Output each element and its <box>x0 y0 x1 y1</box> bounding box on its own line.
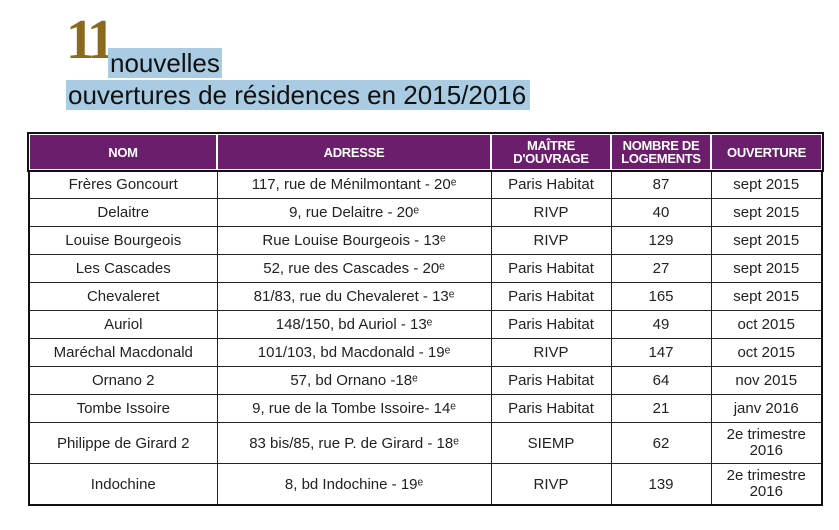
cell-logements: 64 <box>610 366 712 395</box>
cell-ouverture: 2e trimestre 2016 <box>710 463 823 506</box>
cell-adresse: 9, rue Delaitre - 20ᵉ <box>216 198 492 227</box>
cell-adresse: 101/103, bd Macdonald - 19ᵉ <box>216 338 492 367</box>
table-row: Maréchal Macdonald 101/103, bd Macdonald … <box>28 338 823 367</box>
cell-nom: Auriol <box>28 310 218 339</box>
header-ouverture: OUVERTURE <box>710 133 823 171</box>
table-row: Delaitre 9, rue Delaitre - 20ᵉ RIVP 40 sept … <box>28 198 823 227</box>
cell-nom: Maréchal Macdonald <box>28 338 218 367</box>
cell-adresse: 8, bd Indochine - 19ᵉ <box>216 463 492 506</box>
cell-adresse: 81/83, rue du Chevaleret - 13ᵉ <box>216 282 492 311</box>
cell-nom: Les Cascades <box>28 254 218 283</box>
cell-adresse: Rue Louise Bourgeois - 13ᵉ <box>216 226 492 255</box>
cell-adresse: 57, bd Ornano -18ᵉ <box>216 366 492 395</box>
table-row: Indochine 8, bd Indochine - 19ᵉ RIVP 139 2e … <box>28 463 823 506</box>
header-adresse: ADRESSE <box>216 133 492 171</box>
cell-nom: Louise Bourgeois <box>28 226 218 255</box>
cell-logements: 27 <box>610 254 712 283</box>
title-line-1: nouvelles <box>108 48 222 78</box>
cell-maitre-ouvrage: RIVP <box>490 226 612 255</box>
cell-nom: Frères Goncourt <box>28 169 218 199</box>
header-nom: NOM <box>28 133 218 171</box>
cell-logements: 129 <box>610 226 712 255</box>
cell-nom: Ornano 2 <box>28 366 218 395</box>
header-nombre-logements: NOMBRE DE LOGEMENTS <box>610 133 712 171</box>
cell-ouverture: oct 2015 <box>710 310 823 339</box>
table-row: Chevaleret 81/83, rue du Chevaleret - 13ᵉ… <box>28 282 823 311</box>
cell-logements: 49 <box>610 310 712 339</box>
table-row: Auriol 148/150, bd Auriol - 13ᵉ Paris Habi… <box>28 310 823 339</box>
cell-logements: 147 <box>610 338 712 367</box>
cell-ouverture: oct 2015 <box>710 338 823 367</box>
cell-logements: 139 <box>610 463 712 506</box>
table-row: Louise Bourgeois Rue Louise Bourgeois - 1… <box>28 226 823 255</box>
cell-maitre-ouvrage: RIVP <box>490 463 612 506</box>
cell-ouverture: nov 2015 <box>710 366 823 395</box>
cell-nom: Indochine <box>28 463 218 506</box>
cell-maitre-ouvrage: Paris Habitat <box>490 310 612 339</box>
table-row: Tombe Issoire 9, rue de la Tombe Issoire-… <box>28 394 823 423</box>
table-header-row: NOM ADRESSE MAÎTRE D'OUVRAGE NOMBRE DE L… <box>27 132 824 172</box>
cell-maitre-ouvrage: SIEMP <box>490 422 612 464</box>
cell-logements: 40 <box>610 198 712 227</box>
cell-nom: Tombe Issoire <box>28 394 218 423</box>
cell-maitre-ouvrage: RIVP <box>490 198 612 227</box>
table-row: Frères Goncourt 117, rue de Ménilmontant … <box>28 169 823 199</box>
cell-adresse: 148/150, bd Auriol - 13ᵉ <box>216 310 492 339</box>
header-maitre-ouvrage: MAÎTRE D'OUVRAGE <box>490 133 612 171</box>
table-body: Frères Goncourt 117, rue de Ménilmontant … <box>28 169 823 506</box>
cell-nom: Chevaleret <box>28 282 218 311</box>
table-row: Les Cascades 52, rue des Cascades - 20ᵉ Pa… <box>28 254 823 283</box>
cell-adresse: 52, rue des Cascades - 20ᵉ <box>216 254 492 283</box>
cell-adresse: 117, rue de Ménilmontant - 20ᵉ <box>216 169 492 199</box>
cell-maitre-ouvrage: Paris Habitat <box>490 282 612 311</box>
cell-ouverture: sept 2015 <box>710 226 823 255</box>
table-row: Ornano 2 57, bd Ornano -18ᵉ Paris Habitat 6… <box>28 366 823 395</box>
cell-ouverture: janv 2016 <box>710 394 823 423</box>
residences-table: NOM ADRESSE MAÎTRE D'OUVRAGE NOMBRE DE L… <box>27 132 824 506</box>
cell-logements: 165 <box>610 282 712 311</box>
cell-maitre-ouvrage: Paris Habitat <box>490 366 612 395</box>
cell-ouverture: sept 2015 <box>710 198 823 227</box>
title-line-2: ouvertures de résidences en 2015/2016 <box>66 80 531 110</box>
cell-logements: 21 <box>610 394 712 423</box>
cell-ouverture: 2e trimestre 2016 <box>710 422 823 464</box>
cell-logements: 62 <box>610 422 712 464</box>
cell-adresse: 83 bis/85, rue P. de Girard - 18ᵉ <box>216 422 492 464</box>
cell-nom: Delaitre <box>28 198 218 227</box>
cell-nom: Philippe de Girard 2 <box>28 422 218 464</box>
title-number: 11 <box>66 9 115 71</box>
cell-maitre-ouvrage: Paris Habitat <box>490 394 612 423</box>
cell-adresse: 9, rue de la Tombe Issoire- 14ᵉ <box>216 394 492 423</box>
cell-maitre-ouvrage: Paris Habitat <box>490 169 612 199</box>
cell-maitre-ouvrage: Paris Habitat <box>490 254 612 283</box>
cell-ouverture: sept 2015 <box>710 254 823 283</box>
cell-maitre-ouvrage: RIVP <box>490 338 612 367</box>
cell-logements: 87 <box>610 169 712 199</box>
cell-ouverture: sept 2015 <box>710 282 823 311</box>
cell-ouverture: sept 2015 <box>710 169 823 199</box>
table-row: Philippe de Girard 2 83 bis/85, rue P. de… <box>28 422 823 464</box>
